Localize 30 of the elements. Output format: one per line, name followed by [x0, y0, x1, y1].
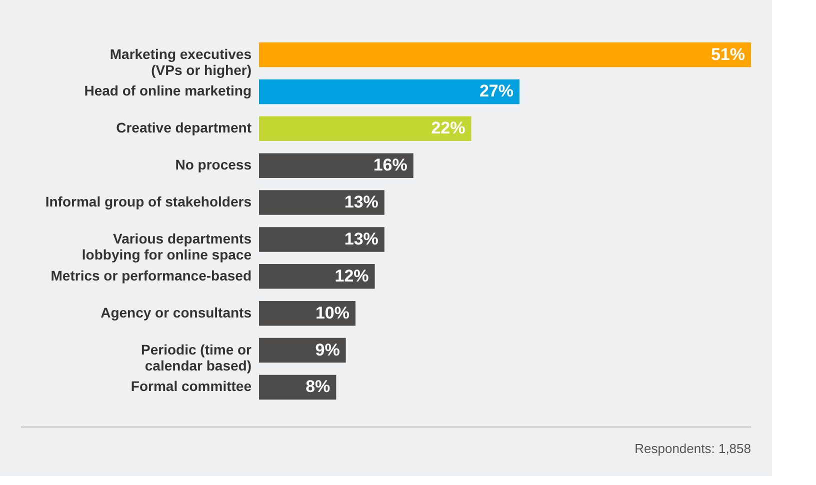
- bar: [259, 190, 384, 215]
- data-label: 27%: [479, 82, 514, 101]
- data-label: 51%: [710, 44, 745, 64]
- data-label: 8%: [306, 377, 330, 396]
- y-tick-label: Marketing executives (VPs or higher): [110, 46, 252, 78]
- data-label: 10%: [315, 303, 350, 322]
- bar: [259, 227, 384, 252]
- data-label: 13%: [344, 229, 378, 248]
- bar: [259, 264, 375, 289]
- bar: [259, 153, 414, 178]
- y-tick-label: Agency or consultants: [100, 304, 252, 320]
- bar: [259, 42, 751, 68]
- data-label: 22%: [431, 118, 466, 138]
- y-tick-label: Various departments lobbying for online space: [82, 230, 252, 262]
- data-label: 9%: [315, 340, 340, 360]
- y-tick-label: Informal group of stakeholders: [45, 194, 252, 210]
- bar: [259, 338, 346, 363]
- bar: [259, 300, 356, 326]
- text: Respondents: 1,858: [634, 441, 751, 456]
- y-tick-label: Creative department: [116, 120, 252, 136]
- y-tick-label: No process: [175, 156, 252, 173]
- data-label: 16%: [373, 156, 408, 175]
- data-label: 12%: [334, 266, 369, 286]
- y-tick-label: Metrics or performance-based: [50, 267, 252, 284]
- y-tick-label: Periodic (time or calendar based): [141, 341, 252, 374]
- data-label: 13%: [344, 192, 378, 212]
- bar: [259, 116, 472, 142]
- y-tick-label: Head of online marketing: [84, 82, 252, 99]
- bar: [259, 79, 520, 104]
- y-tick-label: Formal committee: [130, 378, 252, 394]
